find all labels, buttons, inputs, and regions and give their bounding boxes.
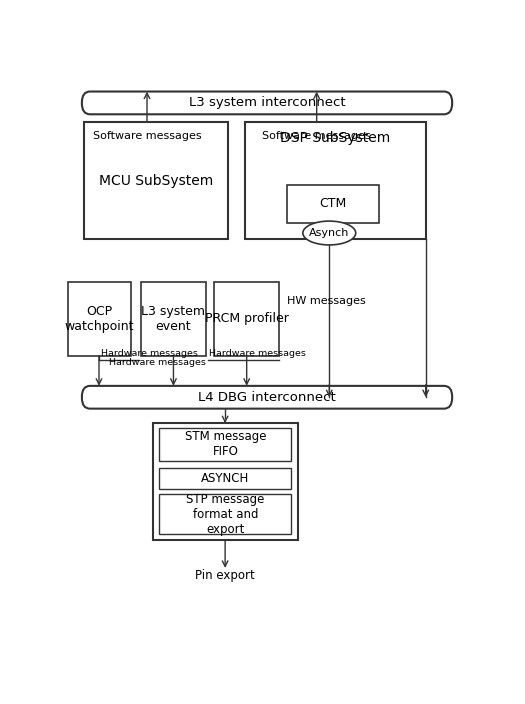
FancyBboxPatch shape: [82, 92, 452, 114]
Text: Hardware messages: Hardware messages: [101, 349, 198, 358]
Text: HW messages: HW messages: [287, 296, 366, 306]
Bar: [159, 467, 291, 489]
Ellipse shape: [303, 221, 356, 245]
Bar: [245, 122, 426, 239]
Text: CTM: CTM: [320, 197, 347, 210]
Text: Hardware messages: Hardware messages: [109, 358, 206, 367]
Bar: [159, 427, 291, 461]
Text: Software messages: Software messages: [93, 131, 201, 141]
Text: DSP SubSystem: DSP SubSystem: [280, 131, 390, 144]
Text: STM message
FIFO: STM message FIFO: [185, 430, 266, 458]
Bar: [68, 282, 131, 356]
Bar: [287, 184, 379, 222]
FancyBboxPatch shape: [82, 386, 452, 408]
Text: Pin export: Pin export: [195, 569, 255, 582]
Text: Hardware messages: Hardware messages: [209, 349, 306, 358]
Text: PRCM profiler: PRCM profiler: [205, 313, 289, 325]
Text: MCU SubSystem: MCU SubSystem: [99, 174, 213, 188]
Bar: [141, 282, 206, 356]
Text: Asynch: Asynch: [309, 228, 350, 238]
Text: OCP
watchpoint: OCP watchpoint: [65, 305, 134, 333]
Bar: [159, 494, 291, 534]
Text: ASYNCH: ASYNCH: [201, 472, 249, 485]
Text: Software messages: Software messages: [262, 131, 371, 141]
Text: L3 system
event: L3 system event: [141, 305, 205, 333]
Text: L4 DBG interconnect: L4 DBG interconnect: [198, 391, 336, 404]
Text: L3 system interconnect: L3 system interconnect: [188, 96, 345, 109]
Bar: [84, 122, 228, 239]
Text: STP message
format and
export: STP message format and export: [186, 493, 265, 536]
Bar: [214, 282, 279, 356]
Bar: [153, 423, 298, 540]
